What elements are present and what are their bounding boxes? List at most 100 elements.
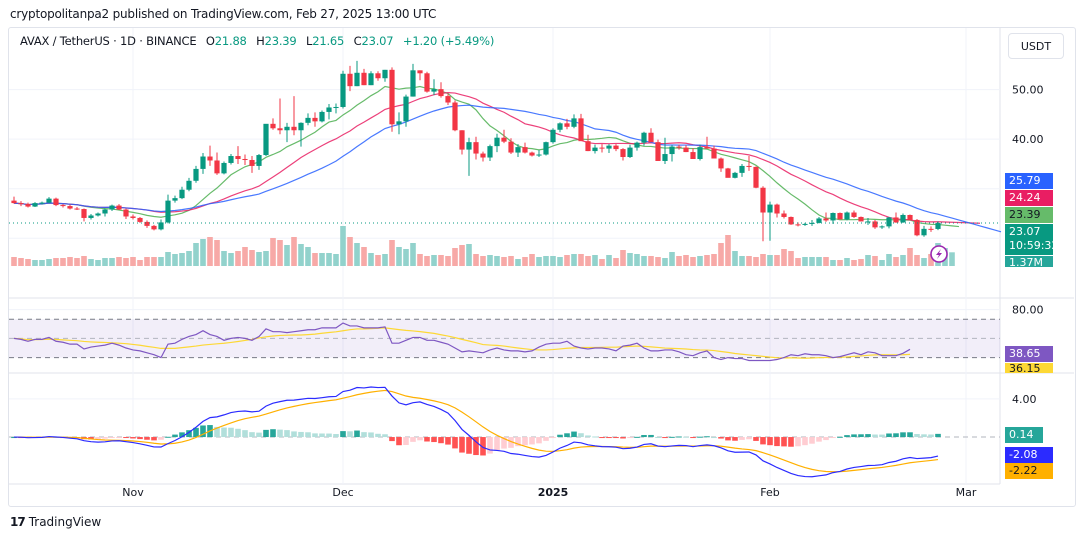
candle-body bbox=[396, 121, 402, 125]
macd-hist-bar bbox=[816, 437, 822, 442]
volume-bar bbox=[718, 243, 724, 266]
close-value: 23.07 bbox=[361, 34, 394, 48]
volume-bar bbox=[242, 247, 248, 266]
candle-body bbox=[627, 147, 633, 158]
macd-hist-bar bbox=[193, 427, 199, 438]
volume-bar bbox=[858, 259, 864, 266]
x-tick-label: Nov bbox=[122, 486, 144, 499]
volume-bar bbox=[711, 254, 717, 266]
volume-bar bbox=[326, 253, 332, 266]
currency-label: USDT bbox=[1020, 39, 1052, 53]
volume-bar bbox=[32, 260, 38, 266]
candle-body bbox=[137, 217, 143, 222]
volume-bar bbox=[774, 255, 780, 266]
macd-hist-bar bbox=[879, 434, 885, 438]
candle-body bbox=[550, 129, 556, 143]
macd-hist-tag: 0.14 bbox=[1005, 427, 1043, 443]
rsi-ma-line bbox=[13, 327, 911, 359]
macd-hist-bar bbox=[333, 434, 339, 438]
candle-body bbox=[599, 147, 605, 149]
high-label: H bbox=[256, 34, 265, 48]
volume-bar bbox=[487, 255, 493, 266]
volume-bar bbox=[529, 254, 535, 266]
candle-body bbox=[809, 222, 815, 224]
candle-body bbox=[795, 224, 801, 226]
candle-body bbox=[907, 214, 913, 220]
candle-body bbox=[522, 147, 528, 153]
macd-hist-bar bbox=[186, 430, 192, 438]
candle-body bbox=[39, 202, 45, 204]
volume-bar bbox=[585, 256, 591, 266]
candle-body bbox=[837, 213, 843, 220]
candle-body bbox=[382, 69, 388, 79]
macd-hist-bar bbox=[144, 437, 150, 440]
tradingview-footer[interactable]: 17 TradingView bbox=[10, 515, 101, 529]
macd-hist-bar bbox=[536, 437, 542, 444]
macd-hist-bar bbox=[543, 437, 549, 441]
macd-hist-bar bbox=[613, 437, 619, 439]
volume-bar bbox=[74, 258, 80, 266]
macd-hist-bar bbox=[564, 433, 570, 438]
volume-bar bbox=[865, 255, 871, 266]
macd-hist-bar bbox=[641, 435, 647, 438]
volume-bar bbox=[781, 249, 787, 266]
candle-body bbox=[536, 154, 542, 156]
candle-body bbox=[690, 152, 696, 159]
macd-hist-bar bbox=[550, 437, 556, 439]
candle-body bbox=[109, 205, 115, 210]
macd-tag: -2.08 bbox=[1005, 447, 1053, 463]
macd-hist-bar bbox=[473, 437, 479, 456]
currency-button[interactable]: USDT bbox=[1008, 33, 1064, 59]
volume-bar bbox=[823, 257, 829, 266]
candle-body bbox=[865, 221, 871, 223]
candle-body bbox=[739, 165, 745, 173]
candle-body bbox=[67, 206, 73, 209]
candle-body bbox=[515, 147, 521, 153]
macd-hist-bar bbox=[165, 436, 171, 438]
candle-body bbox=[844, 212, 850, 220]
volume-bar bbox=[291, 237, 297, 266]
macd-hist-bar bbox=[620, 437, 626, 439]
volume-bar bbox=[431, 255, 437, 266]
candle-body bbox=[403, 96, 409, 122]
candle-body bbox=[319, 111, 325, 122]
candle-body bbox=[858, 216, 864, 222]
candle-body bbox=[732, 172, 738, 178]
volume-bar bbox=[298, 244, 304, 266]
macd-hist-bar bbox=[137, 437, 143, 440]
candle-body bbox=[11, 200, 17, 204]
macd-hist-bar bbox=[214, 426, 220, 438]
volume-bar bbox=[95, 260, 101, 266]
symbol-label[interactable]: AVAX / TetherUS · 1D · BINANCE bbox=[20, 34, 197, 48]
candle-body bbox=[221, 162, 227, 174]
price-tick-label: 40.00 bbox=[1012, 133, 1044, 146]
macd-hist-bar bbox=[662, 437, 668, 439]
macd-hist-bar bbox=[634, 436, 640, 438]
volume-bar bbox=[46, 259, 52, 266]
low-label: L bbox=[306, 34, 313, 48]
volume-bar bbox=[641, 256, 647, 266]
candle-body bbox=[473, 142, 479, 154]
volume-bar bbox=[144, 257, 150, 266]
macd-hist-bar bbox=[396, 437, 402, 446]
macd-line bbox=[13, 386, 939, 478]
macd-hist-bar bbox=[760, 437, 766, 445]
candle-body bbox=[417, 70, 423, 74]
volume-bar bbox=[11, 257, 17, 266]
volume-bar bbox=[501, 257, 507, 266]
macd-hist-bar bbox=[88, 437, 94, 440]
candle-body bbox=[144, 221, 150, 226]
macd-hist-bar bbox=[781, 437, 787, 447]
candle-body bbox=[389, 69, 395, 125]
volume-bar bbox=[179, 253, 185, 266]
macd-hist-bar bbox=[277, 429, 283, 438]
candle-body bbox=[431, 89, 437, 92]
macd-hist-bar bbox=[109, 437, 115, 439]
macd-hist-bar bbox=[774, 437, 780, 447]
volume-bar bbox=[788, 251, 794, 266]
chart-frame bbox=[8, 27, 1076, 507]
candle-body bbox=[354, 72, 360, 87]
volume-bar bbox=[907, 248, 913, 266]
macd-hist-bar bbox=[767, 437, 773, 446]
